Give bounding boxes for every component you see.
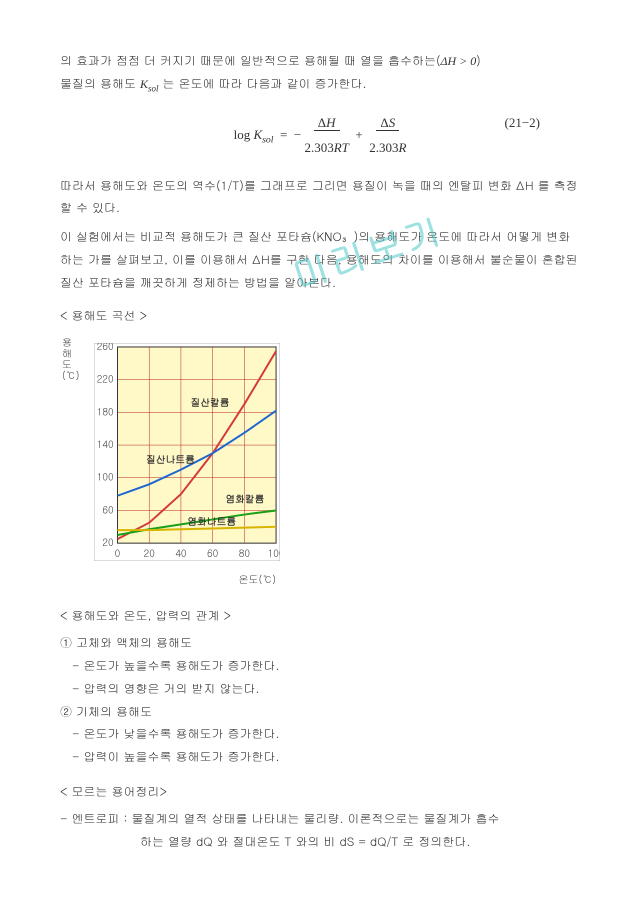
- terms-entropy-b: 하는 열량 dQ 와 절대온도 T 와의 비 dS = dQ/T 로 정의한다.: [60, 831, 580, 854]
- chart-svg: 0204060801002060100140180220260질산칼륨질산나트륨…: [94, 343, 280, 561]
- svg-text:60: 60: [102, 503, 114, 517]
- formula-row: log Ksol = − ΔH2.303RT + ΔS2.303R (21−2): [60, 111, 580, 160]
- formula-text: log Ksol = − ΔH2.303RT + ΔS2.303R: [234, 127, 407, 142]
- intro-line2-c: 는 온도에 따라 다음과 같이 증가한다.: [159, 75, 367, 92]
- intro-paragraph: 의 효과가 점점 더 커지기 때문에 일반적으로 용해될 때 열을 흡수하는(Δ…: [60, 50, 580, 97]
- svg-text:0: 0: [115, 546, 121, 560]
- rel-h1-b: - 압력의 영향은 거의 받지 않는다.: [60, 678, 580, 701]
- svg-text:질산칼륨: 질산칼륨: [190, 395, 229, 409]
- chart-title: < 용해도 곡선 >: [60, 305, 580, 328]
- rel-h2-a: - 온도가 낮을수록 용해도가 증가한다.: [60, 723, 580, 746]
- chart-xlabel: 온도(℃): [239, 570, 277, 589]
- intro-line2-a: 물질의 용해도: [60, 75, 140, 92]
- svg-text:40: 40: [175, 546, 187, 560]
- intro-k: K: [140, 77, 148, 91]
- rel-h1-a: - 온도가 높을수록 용해도가 증가한다.: [60, 655, 580, 678]
- svg-text:80: 80: [239, 546, 251, 560]
- svg-text:100: 100: [97, 470, 114, 484]
- svg-text:100: 100: [268, 546, 280, 560]
- terms-title: < 모르는 용어정리>: [60, 781, 580, 804]
- chart-container: 용해도(℃) 0204060801002060100140180220260질산…: [60, 333, 290, 593]
- chart-ylabel: 용해도(℃): [62, 337, 76, 381]
- intro-line1-c: ): [476, 52, 481, 69]
- svg-text:염화칼륨: 염화칼륨: [225, 492, 264, 506]
- mid-p2: 이 실험에서는 비교적 용해도가 큰 질산 포타슘(KNO₃)의 용해도가 온도…: [60, 226, 580, 294]
- rel-h2: ② 기체의 용해도: [60, 701, 580, 724]
- terms-entropy-a: - 엔트로피 : 물질계의 열적 상태를 나타내는 물리량. 이론적으로는 물질…: [60, 808, 580, 831]
- mid-p1: 따라서 용해도와 온도의 역수(1/T)를 그래프로 그리면 용질이 녹을 때의…: [60, 175, 580, 221]
- svg-text:140: 140: [97, 437, 114, 451]
- svg-text:220: 220: [97, 372, 114, 386]
- intro-k-sub: sol: [148, 83, 159, 93]
- svg-text:질산나트륨: 질산나트륨: [146, 452, 195, 466]
- svg-text:260: 260: [97, 343, 114, 353]
- svg-text:20: 20: [144, 546, 156, 560]
- rel-h1: ① 고체와 액체의 용해도: [60, 632, 580, 655]
- intro-dh: ΔH > 0: [440, 54, 476, 68]
- svg-text:180: 180: [97, 405, 114, 419]
- svg-text:20: 20: [102, 536, 114, 550]
- rel-title: < 용해도와 온도, 압력의 관계 >: [60, 605, 580, 628]
- intro-line1-a: 의 효과가 점점 더 커지기 때문에 일반적으로 용해될 때 열을 흡수하는(: [60, 52, 440, 69]
- formula-eqnum: (21−2): [505, 111, 541, 136]
- rel-h2-b: - 압력이 높을수록 용해도가 증가한다.: [60, 746, 580, 769]
- svg-text:염화나트륨: 염화나트륨: [187, 515, 236, 529]
- chart-plot: 0204060801002060100140180220260질산칼륨질산나트륨…: [94, 343, 280, 561]
- svg-text:60: 60: [207, 546, 219, 560]
